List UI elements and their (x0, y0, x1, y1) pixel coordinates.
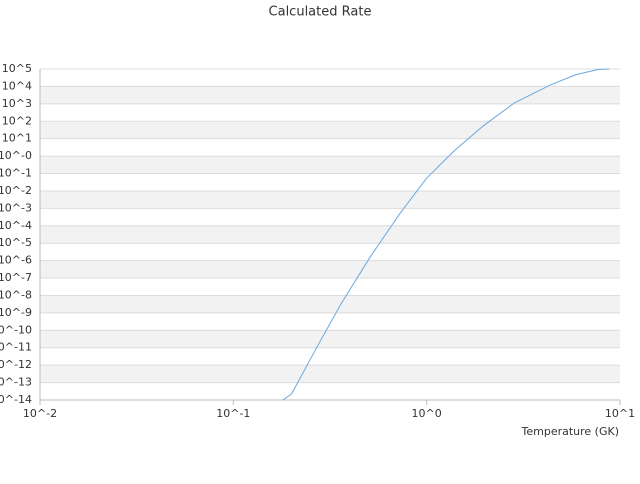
grid-band (40, 156, 620, 174)
grid-band (40, 86, 620, 104)
y-tick-label: 10^-11 (0, 341, 32, 354)
y-tick-label: 10^-7 (0, 271, 32, 284)
y-tick-label: 10^-13 (0, 376, 32, 389)
y-tick-label: 10^-4 (0, 219, 32, 232)
y-tick-label: 10^-14 (0, 393, 32, 406)
y-tick-label: 10^-3 (0, 201, 32, 214)
y-tick-label: 10^-0 (0, 149, 32, 162)
y-tick-label: 10^-1 (0, 167, 32, 180)
y-tick-label: 10^1 (2, 132, 32, 145)
data-line (282, 68, 610, 401)
grid-band (40, 330, 620, 348)
y-tick-label: 10^-5 (0, 236, 32, 249)
y-tick-label: 10^5 (2, 62, 32, 75)
y-tick-label: 10^3 (2, 97, 32, 110)
y-tick-label: 10^-2 (0, 184, 32, 197)
chart-title: Calculated Rate (269, 5, 372, 20)
grid-band (40, 190, 620, 209)
y-tick-label: 10^4 (2, 79, 32, 92)
x-tick-label: 10^0 (412, 407, 442, 420)
grid-band (40, 365, 620, 383)
x-tick-label: 10^-1 (216, 407, 250, 420)
grid-band (40, 225, 620, 244)
x-tick-label: 10^1 (605, 407, 635, 420)
y-tick-label: 10^-8 (0, 288, 32, 301)
y-tick-label: 10^-6 (0, 254, 32, 267)
grid-band (40, 260, 620, 279)
y-tick-label: 10^-12 (0, 358, 32, 371)
x-tick-label: 10^-2 (23, 407, 57, 420)
y-tick-label: 10^2 (2, 114, 32, 127)
x-axis-label: Temperature (GK) (521, 425, 620, 438)
y-tick-label: 10^-10 (0, 323, 32, 336)
grid-band (40, 121, 620, 139)
y-tick-label: 10^-9 (0, 306, 32, 319)
grid-band (40, 295, 620, 313)
